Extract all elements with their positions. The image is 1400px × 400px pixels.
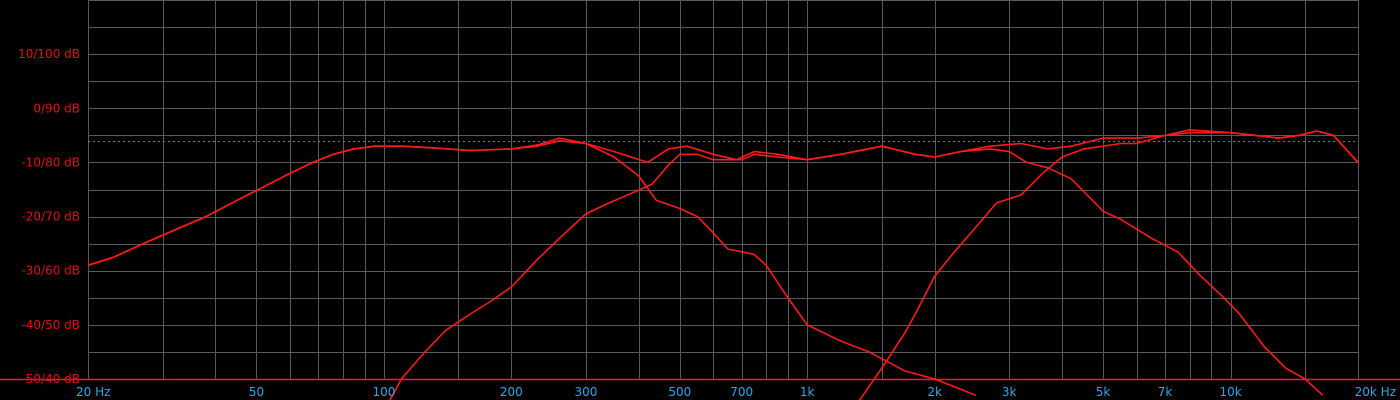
x-tick-label: 20k Hz xyxy=(1355,385,1396,399)
x-tick-label: 200 xyxy=(500,385,523,399)
y-tick-label: -10/80 dB xyxy=(21,155,80,169)
x-tick-label: 1k xyxy=(800,385,815,399)
x-tick-label: 50 xyxy=(249,385,264,399)
x-tick-label: 5k xyxy=(1096,385,1111,399)
response-curves xyxy=(87,129,1359,400)
x-tick-label: 2k xyxy=(927,385,942,399)
y-tick-label: -40/50 dB xyxy=(21,318,80,332)
x-tick-label: 3k xyxy=(1002,385,1017,399)
y-tick-label: -50/40 dB xyxy=(21,372,80,386)
y-tick-label: 0/90 dB xyxy=(33,101,80,115)
y-tick-label: 10/100 dB xyxy=(18,47,80,61)
x-tick-label: 500 xyxy=(668,385,691,399)
x-tick-label: 7k xyxy=(1158,385,1173,399)
x-tick-label: 20 Hz xyxy=(76,385,110,399)
y-tick-label: -30/60 dB xyxy=(21,264,80,278)
response-curve-2 xyxy=(87,137,976,396)
response-curve-3 xyxy=(389,145,1324,400)
x-tick-label: 100 xyxy=(372,385,395,399)
response-curve-4 xyxy=(858,130,1359,400)
x-tick-label: 300 xyxy=(574,385,597,399)
x-tick-label: 700 xyxy=(730,385,753,399)
y-tick-label: -20/70 dB xyxy=(21,210,80,224)
tick-labels: 10/100 dB 0/90 dB -10/80 dB -20/70 dB -30/60… xyxy=(18,47,1396,399)
x-tick-label: 10k xyxy=(1219,385,1241,399)
